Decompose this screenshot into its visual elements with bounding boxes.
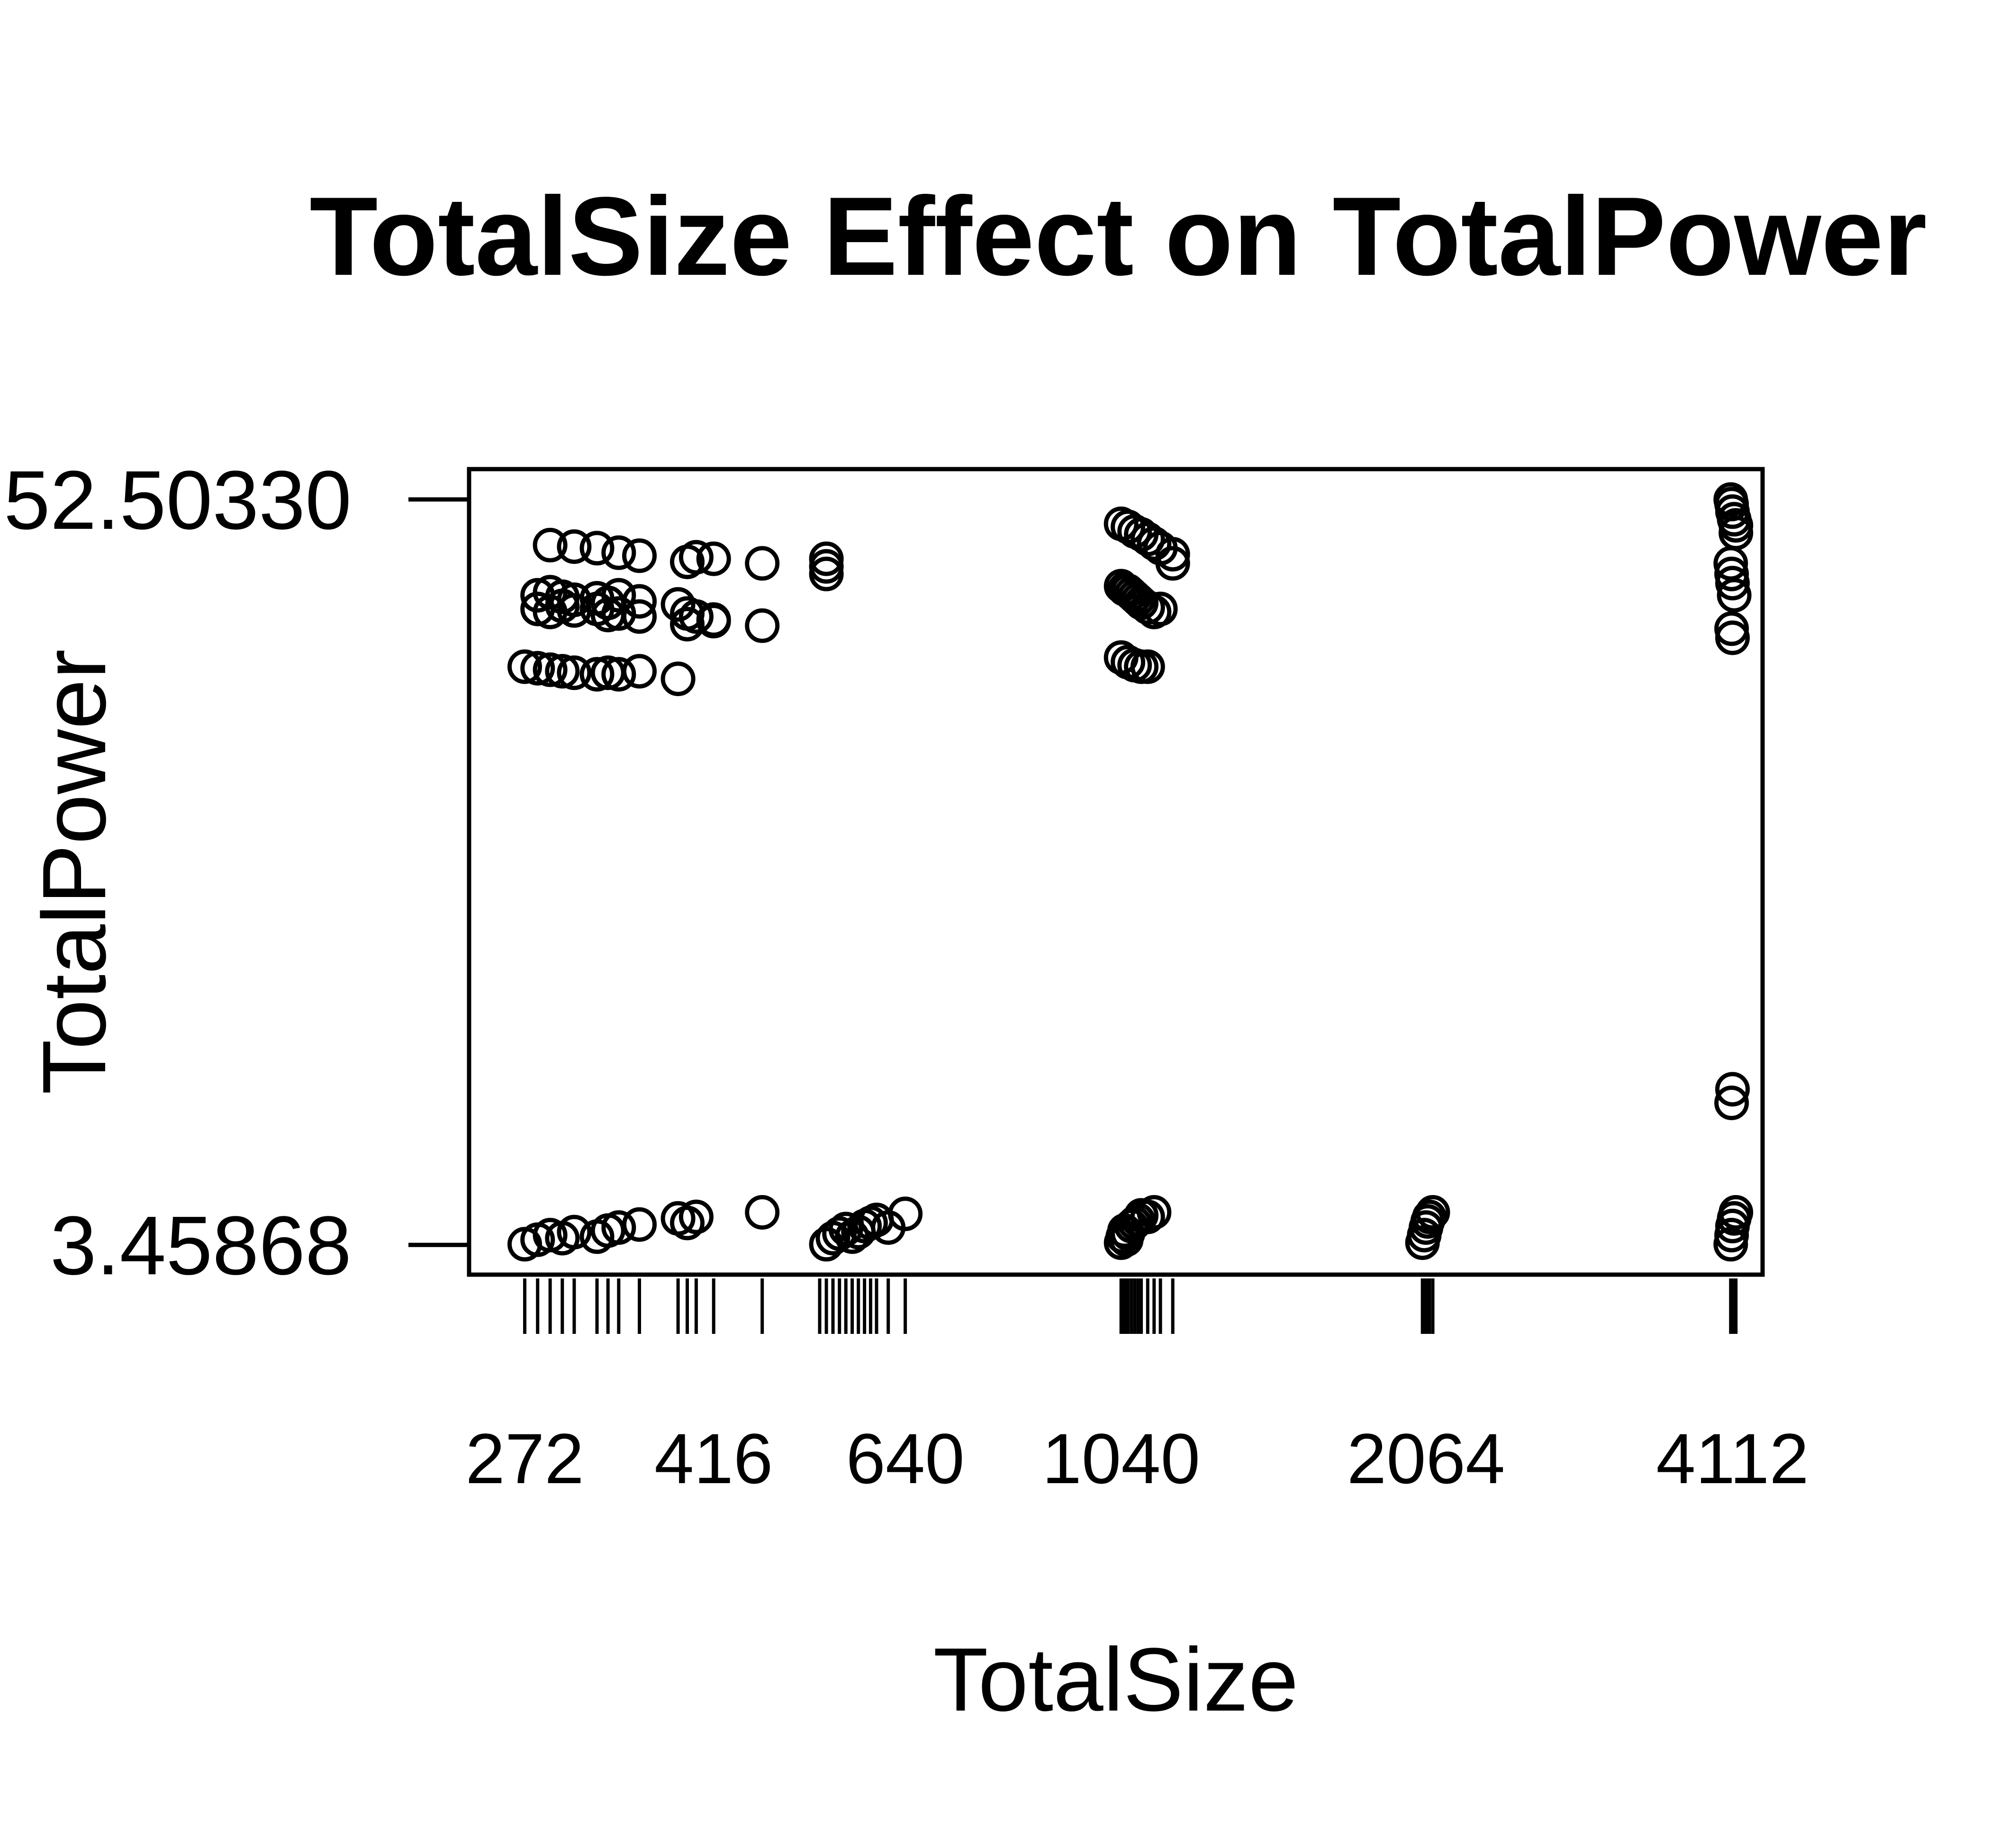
data-point <box>1137 1195 1172 1230</box>
data-point <box>579 531 615 566</box>
data-point <box>745 608 780 643</box>
data-point <box>545 654 580 689</box>
data-point <box>696 541 731 576</box>
data-point <box>1130 649 1165 684</box>
data-point <box>1155 537 1190 572</box>
data-point <box>745 1195 780 1230</box>
data-point <box>520 651 555 686</box>
data-point <box>601 535 636 570</box>
data-point <box>660 661 696 697</box>
data-point <box>1715 566 1750 601</box>
y-axis-label: TotalPower <box>24 649 125 1095</box>
data-point <box>1412 1199 1447 1234</box>
data-point <box>660 587 696 622</box>
data-point <box>1155 546 1190 581</box>
data-point <box>557 1214 592 1250</box>
plot-frame <box>467 467 1765 1277</box>
data-point <box>696 604 731 639</box>
data-point <box>670 1205 705 1241</box>
x-tick-label: 1040 <box>1042 1419 1200 1498</box>
data-point <box>745 546 780 581</box>
data-point <box>622 654 657 689</box>
x-tick-labels: 272 416 640 1040 2064 4112 <box>465 1419 1809 1498</box>
data-point <box>1717 578 1752 613</box>
data-point <box>520 591 555 626</box>
data-point <box>1415 1195 1450 1230</box>
chart-title: TotalSize Effect on TotalPower <box>309 174 1927 299</box>
data-point <box>533 652 568 687</box>
y-tick-label: 3.45868 <box>50 1199 352 1292</box>
data-point <box>579 657 615 692</box>
data-point <box>1143 591 1178 626</box>
data-point <box>601 596 636 631</box>
data-point <box>622 538 657 573</box>
data-point <box>601 657 636 692</box>
data-point <box>601 1210 636 1245</box>
data-point <box>670 607 705 642</box>
data-point <box>507 649 542 684</box>
data-point <box>678 540 714 575</box>
y-tick-label: 52.50330 <box>4 454 352 547</box>
data-point <box>828 1212 863 1247</box>
data-point <box>1715 620 1750 655</box>
data-point <box>822 1216 857 1251</box>
data-point <box>1719 1195 1754 1230</box>
data-point <box>622 1207 657 1242</box>
x-tick-label: 272 <box>465 1419 584 1498</box>
data-point <box>678 599 714 634</box>
data-points <box>507 482 1754 1262</box>
data-point <box>678 1199 714 1234</box>
data-point <box>557 529 592 564</box>
data-point <box>809 541 844 576</box>
x-tick-label: 416 <box>654 1419 773 1498</box>
data-point <box>1714 1086 1749 1120</box>
data-point <box>888 1196 923 1232</box>
data-point <box>533 527 568 562</box>
x-rug <box>523 1278 1738 1334</box>
data-point <box>557 655 592 690</box>
x-axis-label: TotalSize <box>933 1630 1299 1730</box>
data-point <box>1130 1199 1165 1234</box>
data-point <box>1130 590 1165 625</box>
x-tick-label: 640 <box>846 1419 964 1498</box>
data-point <box>622 599 657 634</box>
data-point <box>1715 1072 1750 1107</box>
x-tick-label: 4112 <box>1656 1419 1809 1498</box>
data-point <box>557 593 592 628</box>
y-axis: 3.45868 52.50330 <box>4 454 469 1292</box>
data-point <box>1137 526 1172 561</box>
x-tick-label: 2064 <box>1347 1419 1505 1498</box>
